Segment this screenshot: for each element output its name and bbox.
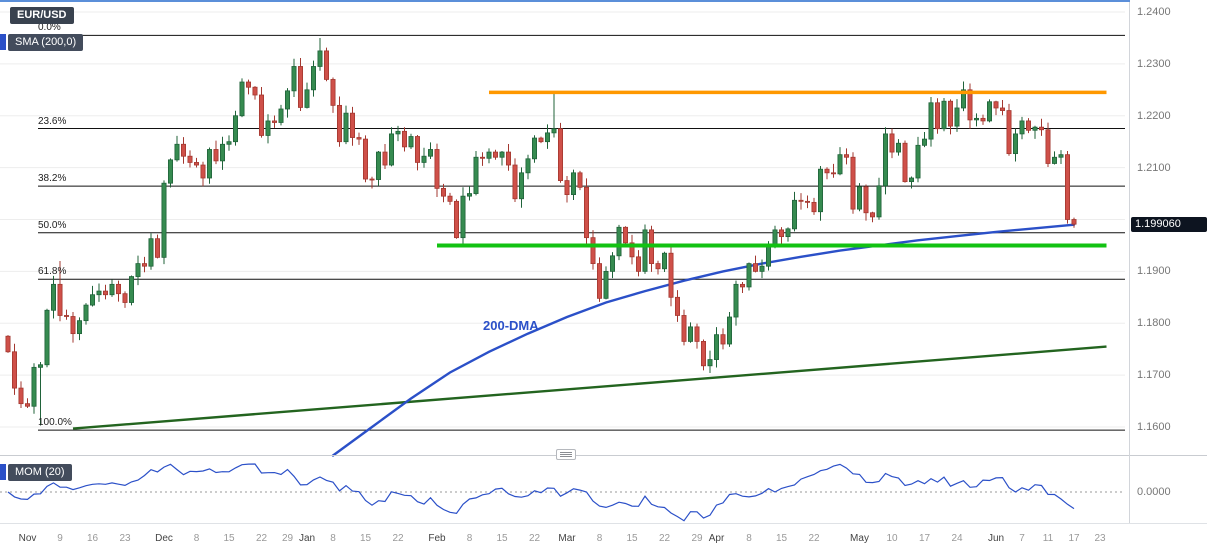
mom-indicator-badge[interactable]: MOM (20) [8, 464, 72, 481]
time-axis[interactable] [0, 524, 1130, 555]
pane-resize-handle-icon[interactable] [556, 449, 576, 460]
last-price-badge: 1.199060 [1131, 217, 1207, 232]
mom-color-swatch-icon [0, 464, 6, 480]
dma-line-label: 200-DMA [483, 318, 539, 333]
sma-indicator-badge[interactable]: SMA (200,0) [8, 34, 84, 51]
symbol-badge[interactable]: EUR/USD [10, 7, 74, 24]
sma-color-swatch-icon [0, 34, 6, 50]
price-axis[interactable] [1130, 0, 1207, 523]
